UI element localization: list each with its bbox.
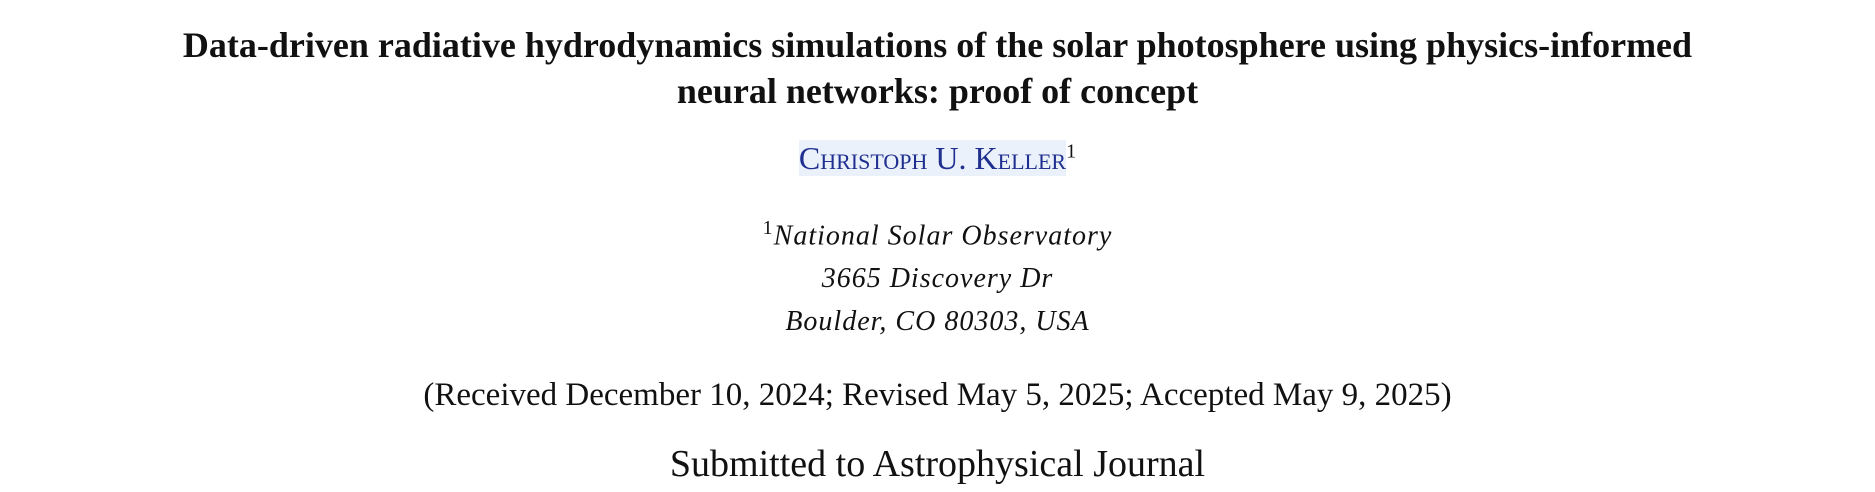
author-name[interactable]: Christoph U. Keller xyxy=(798,140,1067,176)
affiliation-line: 1National Solar Observatory xyxy=(0,207,1875,257)
journal: Submitted to Astrophysical Journal xyxy=(669,443,1206,485)
dates: (Received December 10, 2024; Revised May… xyxy=(423,377,1452,413)
affiliation: 1National Solar Observatory 3665 Discove… xyxy=(0,207,1875,343)
affiliation-line: Boulder, CO 80303, USA xyxy=(785,306,1090,338)
affiliation-text: National Solar Observatory xyxy=(773,220,1113,252)
author-affiliation-mark: 1 xyxy=(1066,140,1077,163)
title-line: neural networks: proof of concept xyxy=(676,71,1199,111)
title-line: Data-driven radiative hydrodynamics simu… xyxy=(182,25,1693,65)
affiliation-mark: 1 xyxy=(762,217,774,239)
author: Christoph U. Keller1 xyxy=(0,140,1875,177)
affiliation-line: 3665 Discovery Dr xyxy=(821,263,1054,295)
title: Data-driven radiative hydrodynamics simu… xyxy=(0,22,1875,114)
